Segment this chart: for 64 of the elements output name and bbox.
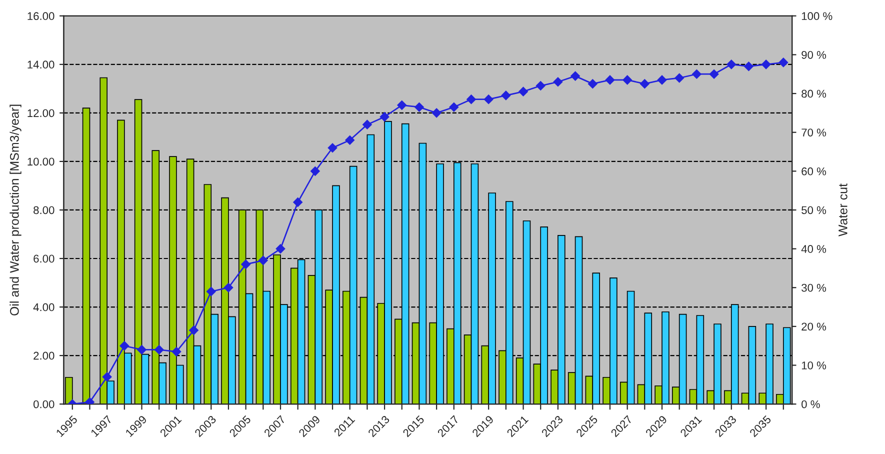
y-tick-label: 16.00 [28, 12, 54, 20]
y-tick-label: 10.00 [28, 158, 54, 166]
point [778, 58, 788, 68]
point [224, 282, 234, 292]
point [622, 75, 632, 85]
point [501, 90, 511, 100]
point [657, 75, 667, 85]
y2-tick-label: 20 % [802, 322, 826, 331]
point [709, 69, 719, 79]
y-tick-label: 8.00 [34, 206, 54, 214]
y-tick-label: 6.00 [34, 254, 54, 263]
y2-tick-label: 10 % [802, 362, 826, 370]
point [276, 244, 286, 254]
y2-tick-label: 60 % [802, 167, 826, 176]
point [258, 256, 268, 266]
point [761, 60, 771, 70]
y2-tick-label: 0 % [802, 400, 820, 408]
point [241, 260, 250, 269]
point [449, 102, 459, 112]
y-axis-title: Oil and Water production [MSm3/year] [10, 104, 22, 316]
y2-axis-title: Water cut [838, 184, 848, 236]
point [605, 75, 615, 85]
point [553, 77, 563, 86]
y2-tick-label: 50 % [802, 206, 826, 214]
y2-tick-label: 100 % [802, 12, 832, 20]
point [414, 102, 424, 112]
bar [65, 376, 73, 404]
point [692, 69, 702, 79]
y2-tick-label: 80 % [802, 90, 826, 98]
point [154, 345, 164, 354]
point [432, 108, 442, 118]
point [362, 120, 372, 130]
point [518, 86, 528, 96]
point [726, 60, 736, 70]
y-tick-label: 0.00 [34, 400, 54, 408]
point [570, 71, 580, 81]
y-tick-label: 12.00 [28, 109, 54, 118]
point [172, 347, 182, 356]
point [484, 94, 494, 104]
point [85, 397, 94, 404]
point [397, 100, 407, 110]
y2-tick-label: 70 % [802, 128, 826, 136]
point [536, 81, 546, 90]
point [310, 166, 320, 176]
point [588, 79, 598, 88]
point [640, 79, 650, 88]
point [102, 372, 112, 382]
point [674, 73, 684, 83]
point [328, 143, 338, 152]
point [137, 345, 146, 354]
y2-tick-label: 40 % [801, 245, 826, 253]
y-tick-label: 14.00 [28, 60, 54, 69]
y-tick-label: 2.00 [34, 352, 54, 360]
point [466, 94, 476, 104]
y2-tick-label: 90 % [802, 50, 826, 59]
point [206, 286, 216, 296]
y-tick-label: 4.00 [33, 303, 54, 312]
point [120, 341, 130, 350]
point [380, 112, 390, 122]
point [189, 326, 198, 335]
point [345, 135, 354, 145]
y2-tick-label: 30 % [802, 284, 826, 292]
point [293, 198, 302, 207]
point [744, 62, 754, 71]
